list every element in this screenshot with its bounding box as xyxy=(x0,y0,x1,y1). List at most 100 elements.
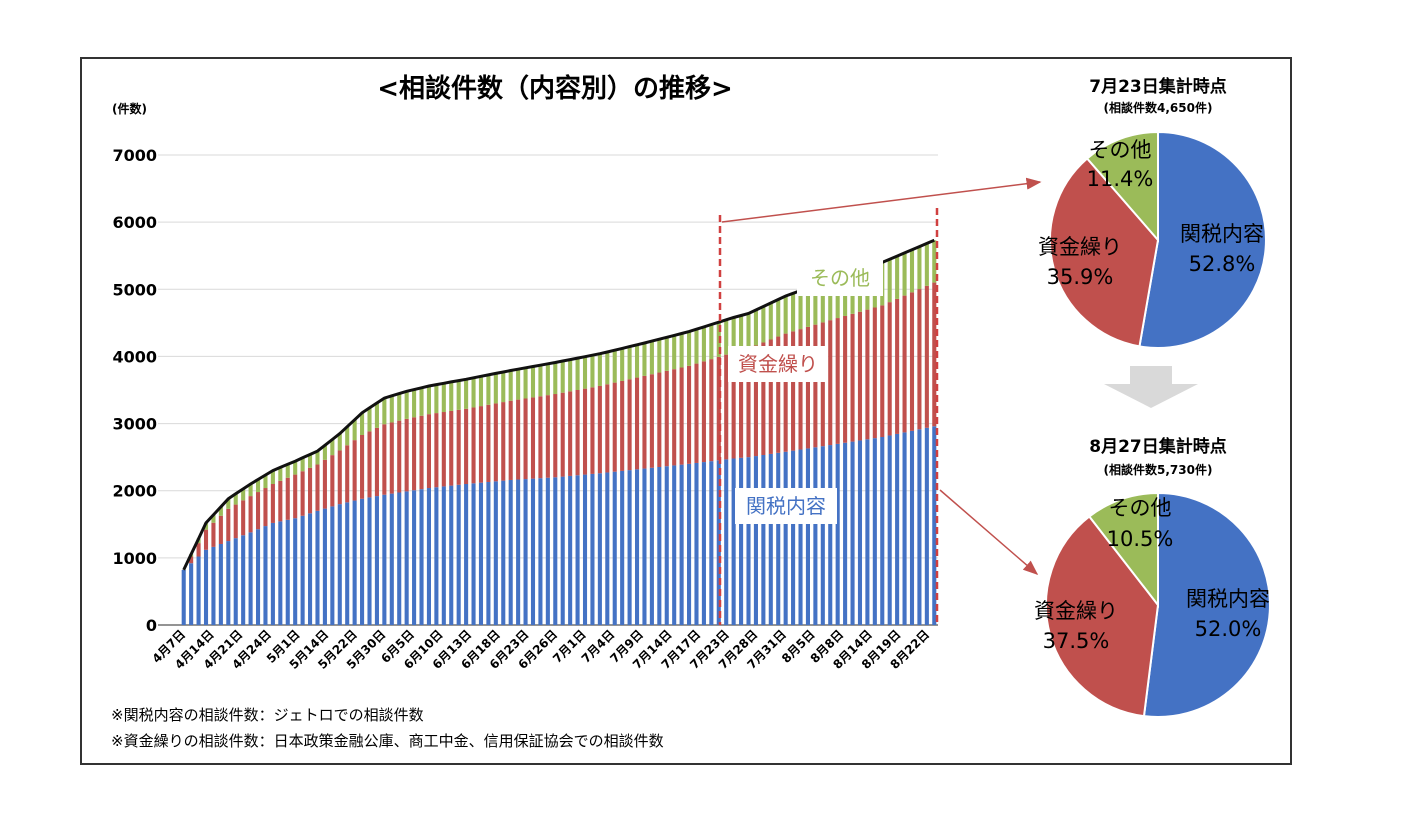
bar-segment xyxy=(887,259,892,303)
bar-segment xyxy=(426,385,431,415)
bar-segment xyxy=(345,445,350,503)
bar-segment xyxy=(545,477,550,625)
bar-segment xyxy=(530,478,536,625)
bar-segment xyxy=(798,329,803,450)
bar-segment xyxy=(255,479,261,493)
bar-segment xyxy=(360,412,365,435)
label-box-tariff xyxy=(735,488,837,524)
bar-segment xyxy=(464,408,469,484)
bar-segment xyxy=(211,546,216,625)
bar-segment xyxy=(560,392,565,477)
pie1-pct-other: 11.4% xyxy=(1087,167,1154,191)
bar-segment xyxy=(582,474,588,625)
bar-segment xyxy=(367,431,372,498)
x-tick-labels: 4月7日4月14日4月21日4月24日5月1日5月14日5月22日5月30日6月… xyxy=(149,627,932,672)
bar-segment xyxy=(605,472,610,625)
pie-slice xyxy=(1138,130,1267,349)
bar-segment xyxy=(820,282,825,323)
bar-segment xyxy=(649,467,654,625)
down-arrow-icon xyxy=(1104,366,1198,408)
bar-segment xyxy=(449,381,454,411)
bar-segment xyxy=(203,549,209,625)
bar-segment xyxy=(813,447,818,625)
bar-segment xyxy=(880,437,885,625)
bar-segment xyxy=(434,413,439,488)
pie1-label-funding: 資金繰り xyxy=(1038,235,1122,259)
bar-segment xyxy=(672,335,677,370)
bar-segment xyxy=(434,384,439,414)
bar-segment xyxy=(880,305,885,437)
bar-segment xyxy=(523,398,528,480)
bar-segment xyxy=(300,515,305,625)
pie2-pct-other: 10.5% xyxy=(1107,527,1174,551)
bar-segment xyxy=(367,497,372,625)
pie1-label-tariff: 関税内容 xyxy=(1180,222,1264,246)
bar-segment xyxy=(828,445,833,625)
bar-segment xyxy=(538,396,543,479)
bar-segment xyxy=(545,363,550,396)
bar-segment xyxy=(345,426,350,446)
bar-segment xyxy=(278,480,283,522)
pie-slice xyxy=(1048,157,1160,348)
bar-segment xyxy=(776,452,781,625)
bar-segment xyxy=(909,249,915,293)
bar-segment xyxy=(835,318,840,444)
bar-segment xyxy=(441,383,446,413)
bar-segment xyxy=(597,385,602,474)
bar-segment xyxy=(382,424,387,495)
bar-segment xyxy=(850,313,855,442)
bar-segment xyxy=(865,439,870,625)
bar-segment xyxy=(679,367,684,465)
bar-segment xyxy=(932,426,937,625)
bar-segment xyxy=(895,298,900,434)
bar-segment xyxy=(724,354,729,460)
bar-segment xyxy=(523,367,528,399)
pie-slice xyxy=(1085,130,1159,243)
bar-segment xyxy=(649,374,654,468)
bar-segment xyxy=(226,541,231,625)
bar-segment xyxy=(746,313,751,349)
bar-segment xyxy=(241,535,246,625)
bar-segment xyxy=(553,477,558,625)
bar-segment xyxy=(337,504,342,625)
bar-segment xyxy=(709,359,714,462)
bar-segment xyxy=(293,461,298,475)
bar-segment xyxy=(649,341,654,375)
bar-segment xyxy=(404,418,409,492)
bar-segment xyxy=(486,404,491,482)
bar-segment xyxy=(731,458,736,625)
bar-segment xyxy=(330,455,335,507)
bar-segment xyxy=(590,473,595,625)
bar-segment xyxy=(412,389,417,418)
bar-segment xyxy=(374,402,379,428)
pie1-pct-funding: 35.9% xyxy=(1047,265,1114,289)
bar-segment xyxy=(189,563,194,625)
bar-segment xyxy=(672,369,677,466)
bar-segment xyxy=(627,379,632,471)
bar-segment xyxy=(612,350,617,383)
bar-segment xyxy=(575,390,580,476)
bar-segment xyxy=(709,324,714,360)
bar-segment xyxy=(501,480,506,625)
bar-segment xyxy=(746,457,751,625)
bar-segment xyxy=(753,345,758,457)
bar-segment xyxy=(248,532,253,625)
bar-segment xyxy=(620,348,625,381)
bar-segment xyxy=(300,471,305,516)
bar-segment xyxy=(218,543,223,625)
bar-chart-title: <相談件数（内容別）の推移> xyxy=(377,73,733,104)
bar-segment xyxy=(694,329,699,364)
y-tick-label: 2000 xyxy=(112,482,157,501)
bar-segment xyxy=(724,319,729,355)
bar-segment xyxy=(226,508,231,542)
bar-segment xyxy=(590,387,595,474)
bar-segment xyxy=(657,372,662,467)
bar-segment xyxy=(694,462,699,625)
pie1-subtitle: (相談件数4,650件) xyxy=(1104,100,1213,115)
bar-segment xyxy=(835,443,840,625)
bar-segment xyxy=(902,252,907,296)
bar-segment xyxy=(330,506,335,625)
bar-segment xyxy=(419,387,424,416)
bar-segment xyxy=(255,492,261,530)
bar-segment xyxy=(568,391,573,476)
